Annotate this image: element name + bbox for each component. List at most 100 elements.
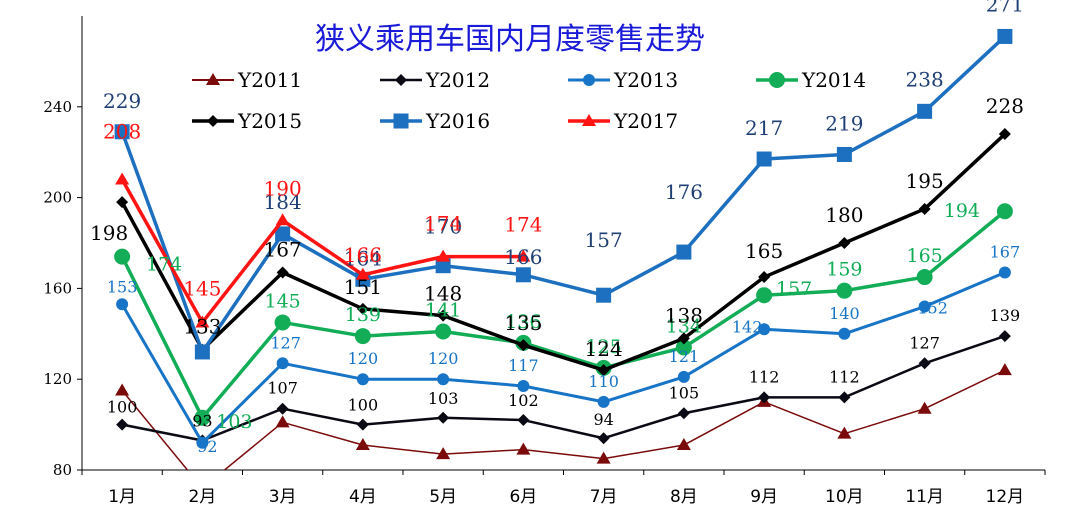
data-point (515, 267, 531, 283)
data-point (756, 151, 772, 167)
data-label: 139 (345, 304, 381, 326)
axes: 80 120 160 200 240 1月 2月 3月 4月 5月 6月 7月 8月 9月 10月 11月 12… (43, 16, 1046, 507)
data-point (517, 380, 530, 393)
legend-item-y2012: Y2012 (380, 68, 490, 92)
data-label: 157 (776, 278, 812, 300)
data-point (836, 282, 853, 299)
legend-label: Y2014 (801, 68, 866, 92)
legend-marker (207, 115, 219, 127)
data-label: 159 (826, 259, 862, 281)
data-label: 174 (504, 213, 542, 237)
data-label: 136 (505, 311, 541, 333)
data-point (517, 414, 530, 427)
data-point (116, 418, 129, 431)
data-point (838, 237, 851, 249)
data-label: 151 (344, 275, 382, 299)
data-label: 195 (906, 169, 944, 193)
data-label: 142 (732, 317, 763, 336)
data-point (437, 309, 450, 322)
legend-item-y2013: Y2013 (568, 68, 678, 92)
data-label: 167 (990, 243, 1021, 262)
data-label: 117 (508, 356, 539, 375)
data-point (276, 266, 289, 279)
data-point (196, 436, 209, 449)
series-line-y2013 (120, 271, 1006, 445)
data-point (116, 298, 129, 311)
x-tick-label: 8月 (670, 487, 698, 507)
series-y2016 (114, 28, 1013, 360)
legend-marker (582, 114, 596, 126)
data-point (677, 332, 690, 345)
data-point (997, 28, 1013, 44)
data-point (275, 415, 290, 428)
data-point (998, 128, 1011, 141)
data-point (756, 287, 773, 304)
data-label: 145 (183, 276, 221, 300)
y-tick-label: 120 (43, 370, 72, 388)
data-label: 134 (666, 315, 702, 337)
data-point (115, 172, 130, 185)
data-label: 170 (424, 215, 462, 239)
x-tick-label: 4月 (349, 487, 377, 507)
data-point (436, 447, 451, 460)
data-label: 184 (264, 190, 302, 214)
y-tick-label: 160 (43, 279, 72, 297)
data-label: 138 (665, 303, 703, 327)
data-label: 102 (508, 391, 539, 410)
data-point (838, 327, 851, 340)
legend-item-y2011: Y2011 (192, 68, 302, 92)
legend-label: Y2017 (613, 109, 678, 133)
legend-item-y2014: Y2014 (756, 68, 866, 92)
x-tick-label: 11月 (905, 487, 944, 507)
data-label: 112 (749, 367, 780, 386)
data-label: 135 (504, 311, 542, 335)
data-point (837, 426, 852, 439)
legend-marker (206, 73, 220, 85)
x-tick-label: 1月 (108, 487, 136, 507)
data-point (998, 266, 1011, 279)
data-label: 124 (585, 337, 623, 361)
data-label: 125 (585, 336, 621, 358)
chart-title: 狭义乘用车国内月度零售走势 (315, 22, 705, 57)
data-point (517, 339, 530, 352)
data-label: 145 (264, 290, 300, 312)
data-label: 164 (344, 246, 382, 270)
data-label: 127 (909, 333, 940, 352)
data-label: 103 (428, 389, 459, 408)
legend-item-y2015: Y2015 (192, 109, 302, 133)
data-label: 139 (990, 306, 1021, 325)
data-label: 120 (348, 349, 379, 368)
data-label: 229 (103, 89, 141, 113)
legend-marker (769, 72, 785, 88)
x-tick-label: 3月 (269, 487, 297, 507)
data-label: 121 (669, 347, 700, 366)
data-point (194, 409, 211, 426)
data-point (758, 271, 771, 284)
data-point (114, 124, 130, 140)
data-point (758, 323, 771, 336)
data-label: 190 (264, 176, 302, 200)
series-line-y2016 (120, 35, 1007, 354)
data-point (836, 146, 852, 162)
data-point (996, 203, 1013, 220)
x-tick-label: 6月 (509, 487, 537, 507)
data-point (435, 258, 451, 274)
legend-item-y2016: Y2016 (380, 109, 490, 133)
data-label: 112 (829, 367, 860, 386)
legend-marker (583, 74, 595, 86)
data-label: 217 (745, 116, 783, 140)
data-labels: 100 93 107 100 103 102 94 105 112 112 127 139 153 92 1… (90, 0, 1024, 456)
data-label: 174 (424, 212, 462, 236)
data-label: 94 (593, 410, 613, 429)
data-label: 228 (986, 94, 1024, 118)
data-point (195, 315, 210, 328)
data-point (675, 339, 692, 356)
data-point (276, 357, 289, 370)
x-tick-label: 12月 (986, 487, 1025, 507)
legend-label: Y2013 (613, 68, 678, 92)
data-label: 238 (906, 67, 944, 91)
data-point (354, 328, 371, 345)
data-point (918, 202, 931, 215)
data-point (998, 330, 1011, 343)
